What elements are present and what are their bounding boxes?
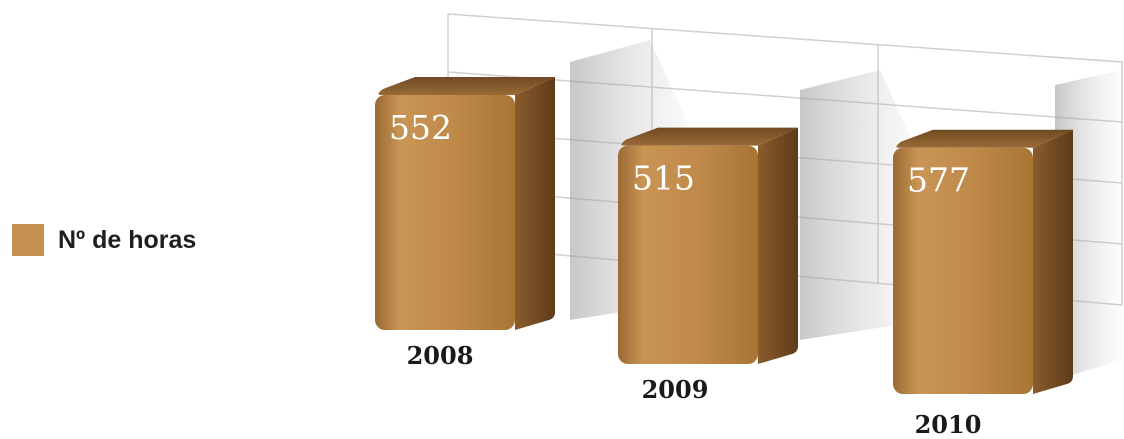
bar-2009: 515 2009 bbox=[618, 127, 798, 404]
bar-side bbox=[515, 76, 555, 330]
category-label: 2009 bbox=[642, 375, 709, 404]
bar-top bbox=[896, 129, 1073, 148]
bar-top bbox=[621, 127, 798, 146]
category-label: 2010 bbox=[915, 410, 982, 439]
data-label: 577 bbox=[907, 161, 970, 200]
bar-top bbox=[378, 76, 555, 95]
data-label: 515 bbox=[632, 159, 695, 198]
bar-front bbox=[375, 94, 515, 330]
bar-front bbox=[618, 145, 758, 364]
legend-label: Nº de horas bbox=[58, 225, 197, 254]
bar-side bbox=[758, 127, 798, 364]
legend: Nº de horas bbox=[12, 224, 196, 256]
bars-layer: 552 2008 515 2009 577 2010 bbox=[375, 76, 1073, 439]
category-label: 2008 bbox=[407, 341, 474, 370]
bar-front bbox=[893, 147, 1033, 394]
bar-2010: 577 2010 bbox=[893, 129, 1073, 439]
bar-side bbox=[1033, 129, 1073, 394]
legend-swatch bbox=[12, 224, 44, 256]
bar-2008: 552 2008 bbox=[375, 76, 555, 370]
data-label: 552 bbox=[389, 108, 452, 147]
gridline bbox=[447, 71, 1123, 123]
